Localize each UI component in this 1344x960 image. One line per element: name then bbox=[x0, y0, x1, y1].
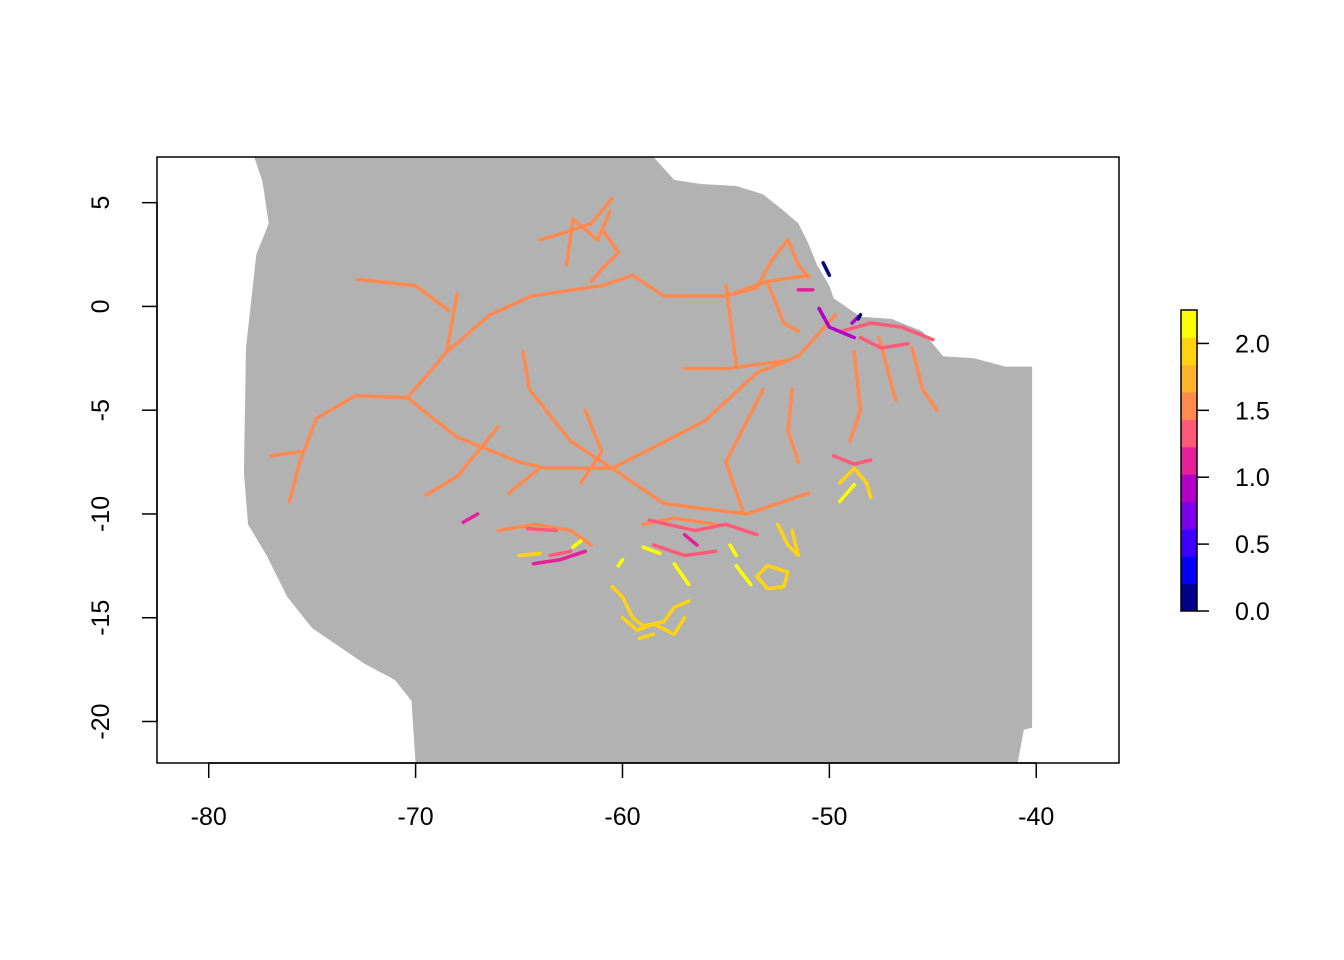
road-segment-46 bbox=[517, 551, 542, 558]
x-tick-label-2: -60 bbox=[604, 803, 640, 831]
road-segment-19 bbox=[765, 279, 801, 334]
road-segment-28 bbox=[651, 543, 718, 558]
colorbar-tick-label-1: 0.5 bbox=[1235, 531, 1270, 559]
road-segment-20 bbox=[496, 522, 594, 547]
road-segment-3 bbox=[269, 449, 302, 458]
road-segment-53 bbox=[616, 557, 625, 568]
y-tick-label-5: -20 bbox=[87, 703, 115, 739]
road-segment-18 bbox=[724, 238, 811, 298]
road-segment-51 bbox=[641, 545, 662, 556]
road-segment-17 bbox=[589, 229, 621, 284]
x-tick-label-1: -70 bbox=[398, 803, 434, 831]
y-tick-label-4: -15 bbox=[87, 600, 115, 636]
road-segment-22 bbox=[848, 350, 863, 444]
colorbar-legend: 0.0 0.5 1.0 1.5 2.0 bbox=[1180, 309, 1270, 626]
road-segment-30 bbox=[548, 549, 573, 558]
colorbar-bin-5 bbox=[1181, 446, 1197, 475]
colorbar-tick-label-2: 1.0 bbox=[1235, 464, 1270, 492]
road-segment-7 bbox=[521, 350, 614, 471]
road-segment-2 bbox=[287, 416, 319, 504]
road-segment-24 bbox=[910, 346, 939, 412]
colorbar-bin-4 bbox=[1181, 474, 1197, 503]
road-segment-4 bbox=[444, 292, 459, 354]
road-segment-13 bbox=[786, 387, 801, 464]
road-segment-36 bbox=[817, 306, 856, 340]
y-tick-label-2: -5 bbox=[87, 399, 115, 421]
road-segment-42 bbox=[637, 632, 656, 641]
colorbar-bin-8 bbox=[1181, 364, 1197, 393]
road-segment-11 bbox=[724, 283, 739, 367]
colorbar-bin-7 bbox=[1181, 392, 1197, 420]
road-segment-5 bbox=[355, 277, 451, 313]
road-segment-33 bbox=[531, 549, 587, 566]
land-mass bbox=[243, 157, 1033, 763]
road-segment-9 bbox=[506, 466, 542, 495]
x-tick-label-4: -40 bbox=[1018, 803, 1054, 831]
road-segment-1 bbox=[405, 312, 838, 471]
colorbar-tick-label-3: 1.5 bbox=[1235, 397, 1270, 425]
x-tick-label-3: -50 bbox=[811, 803, 847, 831]
road-segment-29 bbox=[525, 526, 559, 533]
road-segment-10 bbox=[610, 466, 811, 516]
road-segment-43 bbox=[755, 564, 790, 591]
road-segment-8 bbox=[579, 408, 604, 485]
y-tick-label-3: -10 bbox=[87, 496, 115, 532]
colorbar-bin-2 bbox=[1181, 528, 1197, 557]
road-segment-25 bbox=[840, 321, 935, 342]
colorbar-bin-10 bbox=[1181, 310, 1197, 338]
colorbar-tick-label-0: 0.0 bbox=[1235, 598, 1270, 626]
colorbar-tick-label-4: 2.0 bbox=[1235, 330, 1270, 358]
road-segment-41 bbox=[620, 615, 687, 637]
colorbar-bin-1 bbox=[1181, 556, 1197, 585]
road-segment-44 bbox=[775, 522, 801, 558]
road-segment-6 bbox=[424, 425, 501, 498]
colorbar-bin-6 bbox=[1181, 419, 1197, 448]
road-segment-45 bbox=[837, 466, 873, 500]
road-segment-16 bbox=[564, 209, 612, 267]
road-segment-47 bbox=[837, 483, 856, 504]
road-segment-15 bbox=[537, 196, 614, 242]
colorbar-bin-3 bbox=[1181, 501, 1197, 530]
road-segment-34 bbox=[682, 532, 699, 547]
plot-area bbox=[243, 157, 1033, 763]
colorbar-bin-9 bbox=[1181, 337, 1197, 366]
road-segment-38 bbox=[821, 261, 832, 278]
colorbar-bin-0 bbox=[1181, 583, 1197, 612]
road-segment-50 bbox=[728, 543, 739, 558]
road-segment-52 bbox=[571, 539, 583, 549]
road-network bbox=[269, 196, 939, 641]
road-segment-26 bbox=[858, 335, 910, 350]
road-segment-12 bbox=[724, 387, 765, 512]
road-segment-27 bbox=[647, 518, 759, 537]
road-segment-32 bbox=[461, 512, 480, 525]
y-tick-label-1: 0 bbox=[87, 299, 115, 313]
road-segment-31 bbox=[831, 454, 873, 466]
road-segment-14 bbox=[682, 358, 790, 371]
road-segment-48 bbox=[672, 562, 691, 587]
y-tick-label-0: 5 bbox=[87, 196, 115, 210]
x-axis: -80 -70 -60 -50 -40 bbox=[191, 762, 1054, 831]
y-axis: 5 0 -5 -10 -15 -20 bbox=[87, 196, 158, 740]
road-segment-49 bbox=[734, 564, 753, 587]
colorbar-frame bbox=[1180, 309, 1198, 612]
x-tick-label-0: -80 bbox=[191, 803, 227, 831]
road-segment-39 bbox=[856, 312, 863, 321]
